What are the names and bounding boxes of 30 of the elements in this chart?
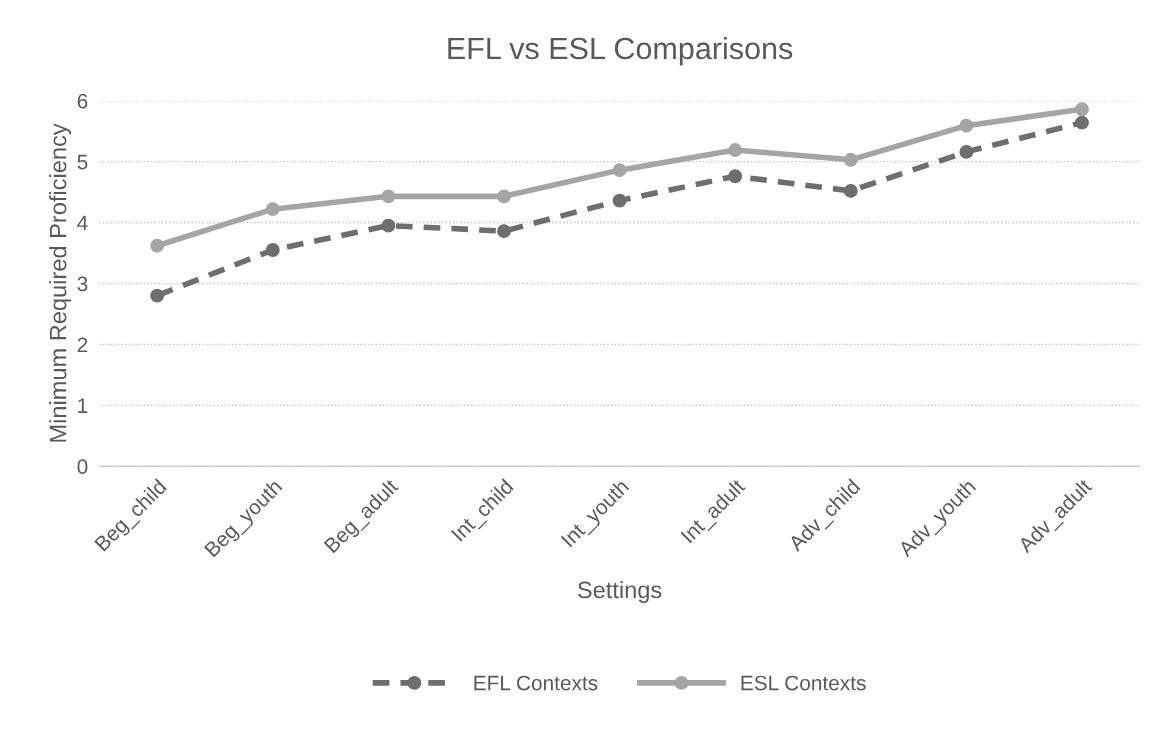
point [1075,102,1089,117]
chart-title: EFL vs ESL Comparisons [448,36,793,66]
point [1075,115,1089,130]
y-tick-label: 5 [77,154,88,170]
point [150,288,165,303]
y-tick-label: 3 [77,276,88,292]
y-tick-label: 6 [77,93,88,109]
point [728,143,743,158]
point [728,169,743,184]
point [843,152,858,167]
point [612,163,627,178]
point [265,243,280,257]
point [959,118,974,133]
point [381,189,396,204]
x-axis-title: Settings [577,580,662,603]
y-tick-label: 0 [77,459,88,474]
point [612,193,627,208]
point [150,238,165,253]
legend-label: EFL Contexts [474,675,598,691]
point [843,183,858,198]
point [959,144,974,159]
y-tick-label: 2 [77,337,88,352]
point [497,224,511,239]
y-tick-label: 1 [78,398,88,413]
y-axis-title: Minimum Required Proficiency [49,123,72,442]
point [497,189,511,204]
point [265,202,280,217]
legend-label: ESL Contexts [741,675,866,691]
y-tick-label: 4 [77,215,88,231]
point [381,218,396,233]
